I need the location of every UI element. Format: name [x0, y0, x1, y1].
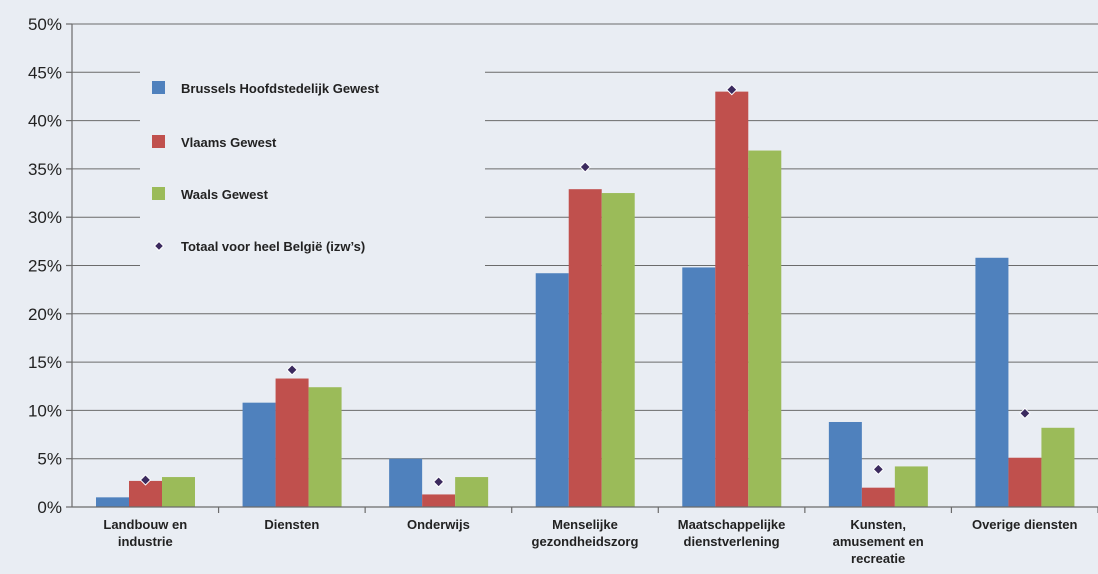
bar [975, 257, 1009, 507]
bar [748, 150, 782, 507]
bar [568, 189, 602, 507]
y-tick-label: 15% [28, 353, 62, 372]
y-tick-label: 25% [28, 257, 62, 276]
axes: 0% 5% 10% 15% 20% 25% 30% 35% 40% 45% 50% Landbouw … [28, 15, 1098, 566]
bar [422, 494, 456, 507]
y-tick-label: 10% [28, 401, 62, 420]
bar [242, 402, 276, 507]
legend-marker [153, 240, 165, 252]
y-tick-label: 40% [28, 112, 62, 131]
total-marker [872, 463, 885, 476]
legend-label: Waals Gewest [181, 187, 269, 202]
bar [455, 477, 489, 507]
x-tick-label: Landbouw en industrie [103, 517, 187, 549]
total-marker [726, 83, 738, 96]
x-tick-label: Overige diensten [972, 517, 1078, 532]
total-marker [286, 364, 298, 376]
total-marker [139, 474, 152, 486]
legend-label: Brussels Hoofdstedelijk Gewest [181, 81, 380, 96]
y-tick-label: 45% [28, 63, 62, 82]
total-markers [139, 83, 1031, 488]
x-tick-label: Diensten [264, 517, 319, 532]
bar [1041, 427, 1075, 507]
legend-swatch [152, 135, 165, 148]
y-tick-label: 20% [28, 305, 62, 324]
y-tick-label: 0% [37, 498, 62, 517]
x-tick-label: Maatschappelijke dienstverlening [678, 517, 786, 549]
bar [861, 487, 895, 507]
x-tick-label: Kunsten, amusement en recreatie [833, 517, 924, 566]
bar [162, 477, 195, 507]
bar [715, 91, 749, 508]
bars [96, 91, 1075, 508]
y-tick-label: 50% [28, 15, 62, 34]
bar [389, 458, 423, 507]
legend-label: Vlaams Gewest [181, 135, 277, 150]
total-marker [432, 476, 445, 488]
bar [535, 273, 569, 507]
legend-background [140, 70, 485, 270]
bar [275, 378, 309, 507]
y-tick-label: 30% [28, 208, 62, 227]
bar [894, 466, 928, 507]
x-tick-label: Menselijke gezondheidszorg [532, 517, 639, 549]
x-tick-label: Onderwijs [407, 517, 470, 532]
legend-swatch [152, 187, 165, 200]
bar [1008, 457, 1042, 507]
bar [308, 387, 342, 507]
bar [601, 193, 635, 508]
bar [682, 267, 716, 507]
legend-label: Totaal voor heel België (izw’s) [181, 239, 365, 254]
legend-swatch [152, 81, 165, 94]
total-marker [1019, 407, 1031, 420]
bar [96, 497, 129, 507]
y-tick-label: 35% [28, 160, 62, 179]
legend: Brussels Hoofdstedelijk Gewest Vlaams Gew… [140, 70, 485, 270]
bar [828, 421, 862, 507]
y-tick-label: 5% [37, 450, 62, 469]
total-marker [579, 161, 591, 173]
